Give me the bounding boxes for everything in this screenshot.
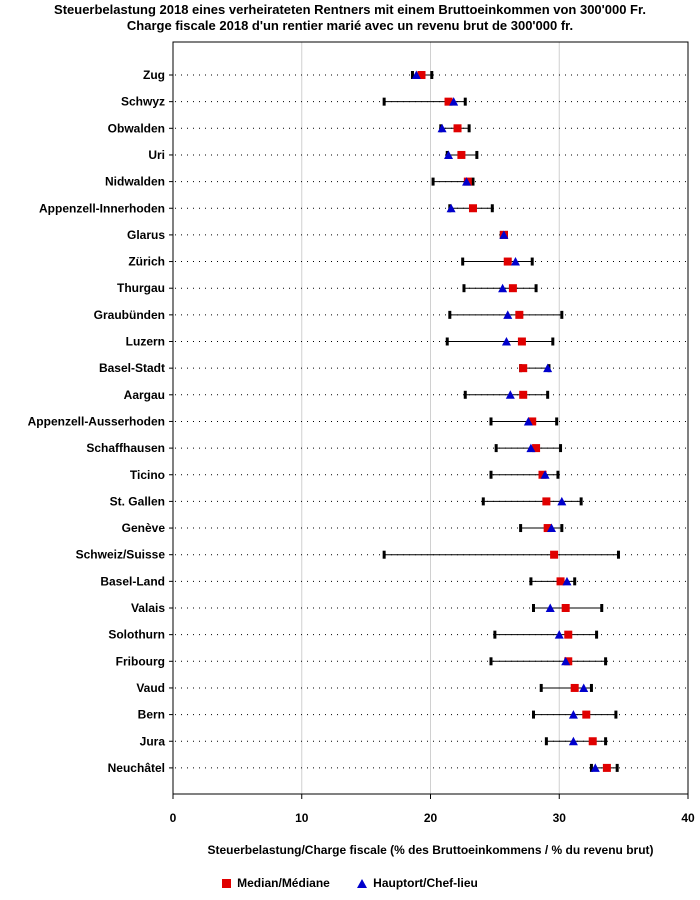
capital-marker (547, 523, 557, 533)
median-marker (515, 310, 524, 319)
y-tick-label: Ticino (130, 468, 165, 482)
median-marker (517, 337, 526, 346)
median-marker (570, 683, 579, 692)
median-marker (602, 763, 611, 772)
legend-item-capital: Hauptort/Chef-lieu (357, 876, 478, 890)
y-tick-label: Aargau (124, 388, 165, 402)
y-tick-label: Graubünden (94, 308, 165, 322)
legend: Median/Médiane Hauptort/Chef-lieu (0, 876, 700, 891)
y-tick-label: Vaud (136, 681, 165, 695)
median-marker (550, 550, 559, 559)
median-marker (417, 71, 426, 79)
y-tick-label: Schwyz (121, 95, 165, 109)
x-tick-label: 30 (553, 811, 567, 825)
capital-marker (446, 203, 456, 213)
capital-marker (449, 97, 459, 106)
median-marker (564, 657, 573, 666)
y-tick-label: Fribourg (116, 654, 165, 668)
y-tick-label: Obwalden (108, 121, 165, 135)
legend-item-median: Median/Médiane (222, 876, 330, 890)
y-tick-label: Schaffhausen (86, 441, 165, 455)
x-tick-label: 10 (295, 811, 309, 825)
median-marker (556, 577, 565, 586)
x-tick-label: 40 (681, 811, 695, 825)
median-marker (538, 470, 547, 479)
median-marker (503, 257, 512, 266)
capital-marker (437, 123, 447, 133)
median-marker (528, 417, 537, 426)
capital-marker (499, 230, 509, 239)
capital-marker (568, 710, 578, 719)
y-tick-label: Jura (140, 734, 166, 748)
capital-marker (562, 576, 572, 586)
capital-marker (540, 470, 550, 479)
x-tick-label: 0 (170, 811, 177, 825)
chart-title-line2: Charge fiscale 2018 d'un rentier marié a… (126, 18, 574, 33)
capital-marker (523, 416, 533, 426)
median-marker (543, 524, 552, 533)
capital-marker (590, 763, 600, 772)
capital-marker (498, 283, 508, 293)
chart-title-line1: Steuerbelastung 2018 eines verheirateten… (54, 2, 646, 17)
capital-marker (526, 443, 536, 453)
chart-title: Steuerbelastung 2018 eines verheirateten… (0, 2, 700, 34)
median-marker (582, 710, 591, 719)
y-tick-label: Basel-Land (100, 574, 165, 588)
triangle-marker-icon (357, 878, 368, 888)
median-marker (542, 497, 551, 506)
y-tick-label: Zug (143, 68, 165, 82)
y-tick-label: Schweiz/Suisse (76, 548, 166, 562)
y-tick-label: Neuchâtel (108, 761, 165, 775)
legend-median-label: Median/Médiane (237, 876, 330, 890)
x-tick-label: 20 (424, 811, 438, 825)
capital-marker (501, 337, 511, 346)
median-marker (588, 737, 597, 746)
median-marker (519, 364, 528, 373)
median-marker (508, 284, 517, 293)
y-tick-label: Solothurn (108, 628, 165, 642)
y-tick-label: Genève (122, 521, 166, 535)
y-tick-label: Nidwalden (105, 175, 165, 189)
x-axis-label: Steuerbelastung/Charge fiscale (% des Br… (207, 843, 654, 857)
capital-marker (554, 630, 564, 639)
capital-marker (462, 177, 472, 186)
median-marker (444, 97, 453, 106)
square-marker-icon (222, 878, 232, 888)
y-tick-label: St. Gallen (110, 494, 165, 508)
capital-marker (503, 310, 513, 319)
median-marker (457, 150, 466, 159)
y-tick-label: Thurgau (117, 281, 165, 295)
y-tick-label: Glarus (127, 228, 165, 242)
median-marker (561, 604, 570, 612)
y-tick-label: Bern (138, 708, 165, 722)
y-tick-label: Uri (148, 148, 165, 162)
capital-marker (579, 683, 589, 692)
capital-marker (543, 363, 553, 373)
median-marker (519, 390, 528, 399)
y-tick-label: Valais (131, 601, 165, 615)
legend-capital-label: Hauptort/Chef-lieu (373, 876, 478, 890)
y-tick-label: Luzern (126, 335, 165, 349)
capital-marker (557, 496, 567, 506)
capital-marker (510, 257, 520, 266)
median-marker (468, 204, 477, 213)
y-tick-label: Zürich (128, 255, 165, 269)
median-marker (453, 124, 462, 133)
capital-marker (411, 70, 421, 79)
y-tick-label: Appenzell-Ausserhoden (28, 414, 165, 428)
median-marker (564, 630, 573, 639)
capital-marker (444, 150, 454, 159)
capital-marker (568, 736, 578, 746)
y-tick-label: Appenzell-Innerhoden (39, 201, 165, 215)
y-tick-label: Basel-Stadt (99, 361, 165, 375)
capital-marker (561, 656, 571, 666)
median-marker (532, 444, 541, 453)
capital-marker (545, 603, 555, 612)
capital-marker (505, 390, 515, 399)
